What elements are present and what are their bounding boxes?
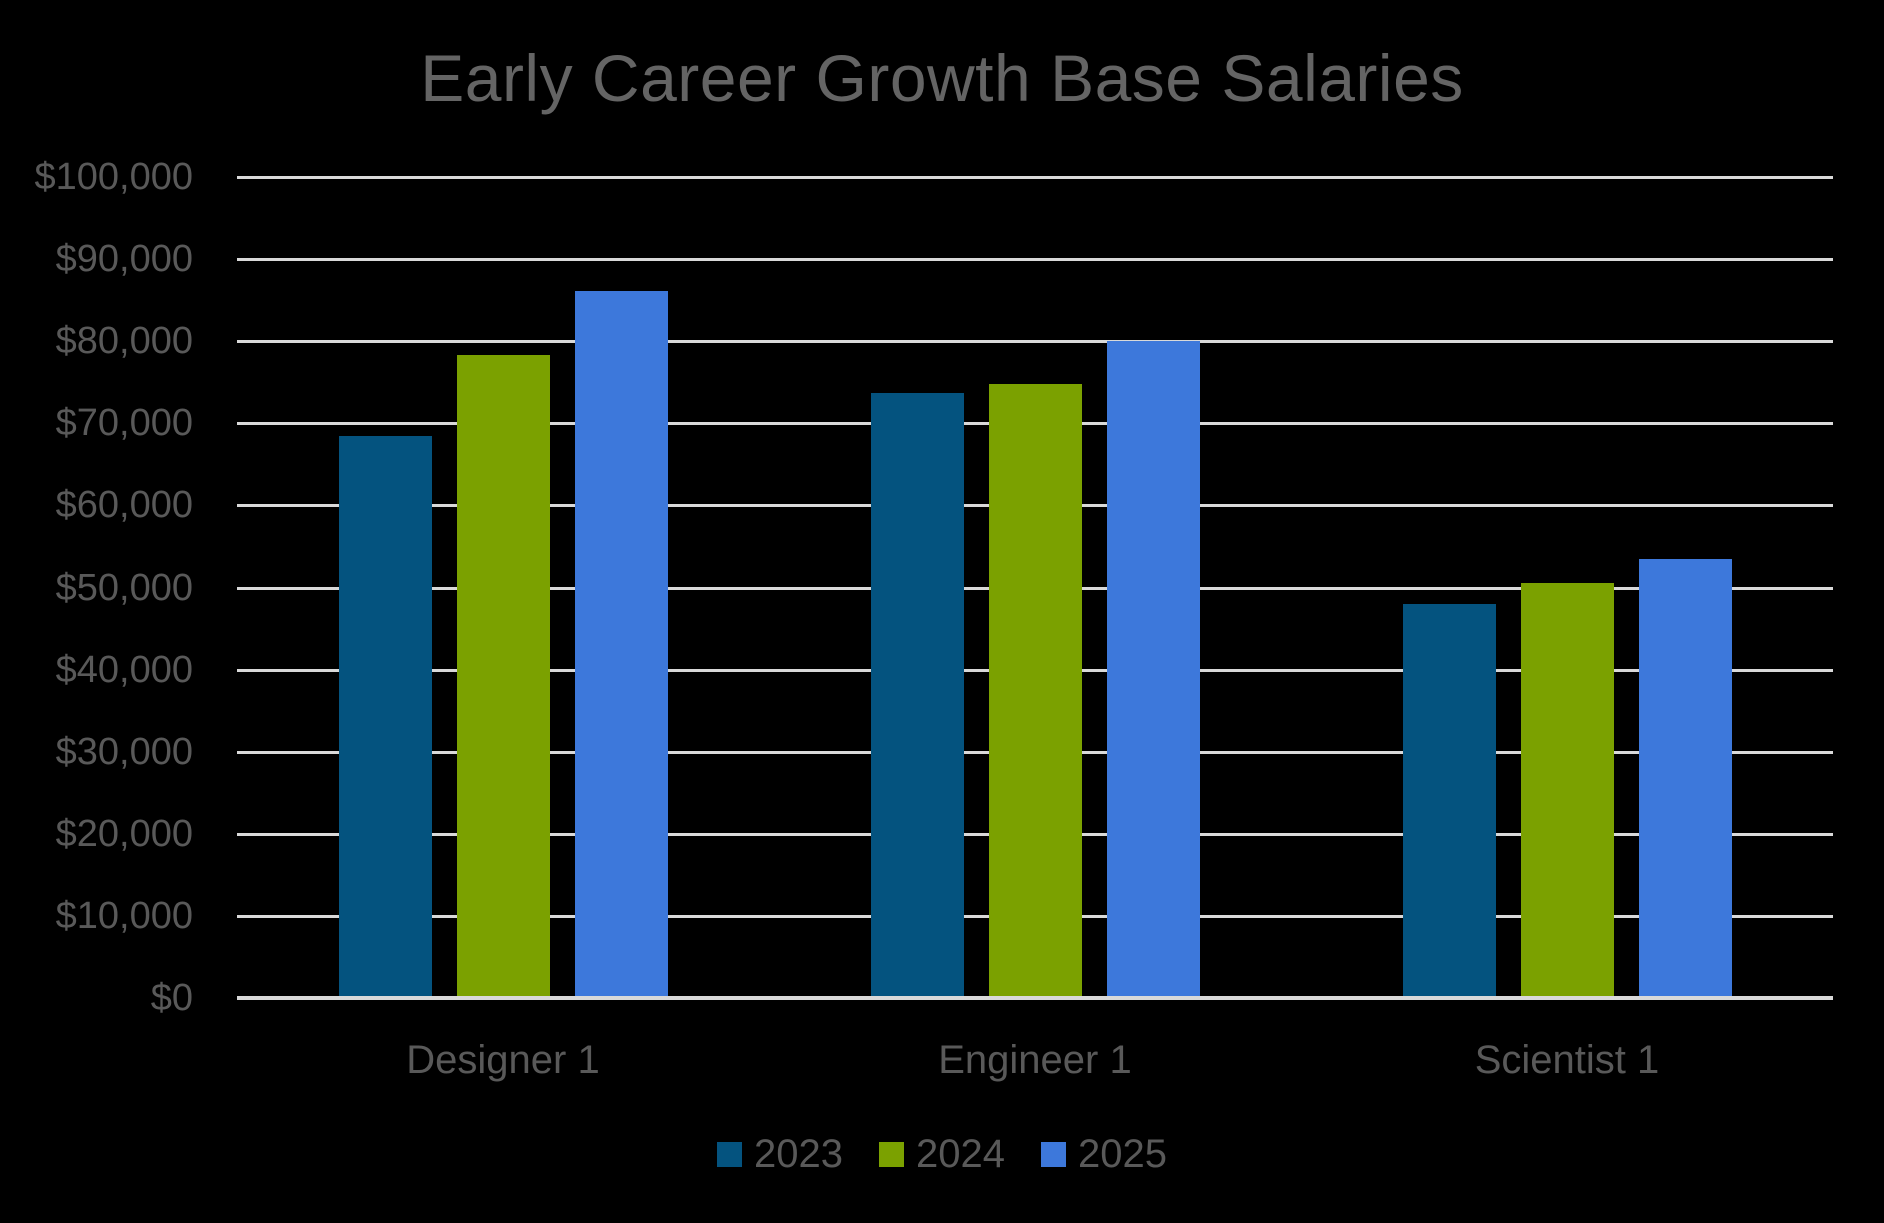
x-label-engineer-1: Engineer 1	[938, 1038, 1132, 1082]
legend-label-2023: 2023	[754, 1132, 843, 1176]
x-axis-line	[237, 996, 1833, 1000]
bar-scientist-1-2023	[1402, 603, 1496, 998]
legend-item-2025: 2025	[1040, 1130, 1167, 1178]
y-axis-tick-label: $10,000	[55, 894, 193, 937]
y-axis-tick-label: $70,000	[55, 402, 193, 445]
y-axis-tick-label: $50,000	[55, 566, 193, 609]
bar-designer-1-2024	[456, 355, 550, 998]
legend-swatch-2024	[879, 1141, 904, 1167]
legend-label-2025: 2025	[1077, 1132, 1167, 1176]
bar-designer-1-2023	[338, 435, 432, 998]
bar-engineer-1-2025	[1106, 341, 1200, 998]
x-label-scientist-1: Scientist 1	[1474, 1038, 1660, 1082]
legend-item-2023: 2023	[717, 1130, 843, 1178]
bar-scientist-1-2025	[1638, 558, 1732, 998]
y-axis-tick-label: $30,000	[55, 730, 193, 773]
y-axis-tick-label: $40,000	[55, 648, 193, 691]
chart-title: Early Career Growth Base Salaries	[420, 41, 1464, 115]
y-axis-tick-label: $20,000	[55, 812, 193, 855]
y-axis-tick-label: $80,000	[55, 320, 193, 363]
gridline	[237, 176, 1833, 179]
y-axis-tick-label: $0	[150, 977, 193, 1019]
bar-scientist-1-2024	[1520, 582, 1614, 998]
x-axis-labels: Designer 1 Engineer 1 Scientist 1	[237, 1038, 1833, 1083]
bar-designer-1-2025	[574, 291, 668, 998]
gridline	[237, 340, 1833, 344]
legend-label-2024: 2024	[916, 1132, 1005, 1176]
gridline	[237, 258, 1833, 262]
y-axis-tick-label: $60,000	[55, 484, 193, 527]
legend: 2023 2024 2025	[0, 1130, 1884, 1178]
x-label-designer-1: Designer 1	[406, 1038, 600, 1082]
legend-item-2024: 2024	[879, 1130, 1005, 1178]
legend-swatch-2025	[1040, 1141, 1066, 1167]
bar-engineer-1-2024	[988, 383, 1082, 998]
y-axis-tick-label: $100,000	[34, 156, 194, 198]
legend-swatch-2023	[717, 1141, 743, 1167]
bar-engineer-1-2023	[870, 392, 964, 998]
y-axis-tick-label: $90,000	[55, 238, 193, 281]
